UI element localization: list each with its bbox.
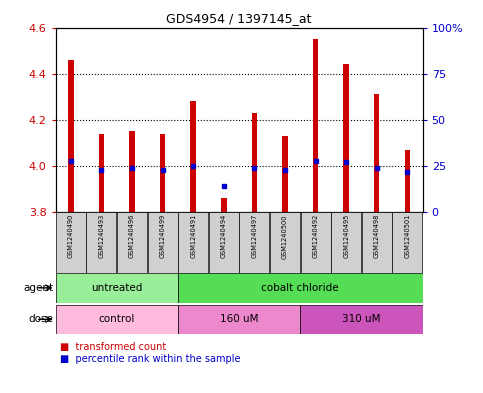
Bar — [190, 101, 196, 212]
Bar — [282, 136, 288, 212]
Text: cobalt chloride: cobalt chloride — [261, 283, 339, 293]
Bar — [252, 113, 257, 212]
Text: agent: agent — [23, 283, 53, 293]
Bar — [68, 60, 73, 212]
Text: GSM1240492: GSM1240492 — [313, 214, 319, 259]
Text: dose: dose — [28, 314, 53, 324]
Bar — [99, 134, 104, 212]
Bar — [129, 131, 135, 212]
Bar — [148, 212, 178, 273]
Text: GSM1240491: GSM1240491 — [190, 214, 196, 258]
Text: 160 uM: 160 uM — [220, 314, 258, 324]
Text: GSM1240490: GSM1240490 — [68, 214, 74, 259]
Text: GSM1240501: GSM1240501 — [404, 214, 411, 259]
Text: control: control — [99, 314, 135, 324]
Bar — [160, 134, 165, 212]
Bar — [313, 39, 318, 212]
Bar — [56, 273, 178, 303]
Bar — [56, 212, 86, 273]
Title: GDS4954 / 1397145_at: GDS4954 / 1397145_at — [166, 12, 312, 25]
Text: untreated: untreated — [91, 283, 142, 293]
Bar — [117, 212, 147, 273]
Bar — [300, 212, 330, 273]
Text: GSM1240500: GSM1240500 — [282, 214, 288, 259]
Bar — [405, 150, 410, 212]
Bar — [86, 212, 116, 273]
Text: GSM1240497: GSM1240497 — [251, 214, 257, 259]
Bar — [56, 305, 178, 334]
Text: ■  percentile rank within the sample: ■ percentile rank within the sample — [60, 354, 241, 364]
Text: GSM1240499: GSM1240499 — [159, 214, 166, 258]
Text: GSM1240498: GSM1240498 — [374, 214, 380, 259]
Text: ■  transformed count: ■ transformed count — [60, 342, 167, 352]
Bar — [374, 94, 380, 212]
Text: GSM1240495: GSM1240495 — [343, 214, 349, 259]
Bar — [178, 212, 208, 273]
Bar — [221, 198, 227, 212]
Bar — [178, 305, 300, 334]
Bar — [343, 64, 349, 212]
Bar — [240, 212, 270, 273]
Bar — [362, 212, 392, 273]
Bar — [331, 212, 361, 273]
Text: 310 uM: 310 uM — [342, 314, 381, 324]
Bar — [270, 212, 300, 273]
Text: GSM1240493: GSM1240493 — [99, 214, 104, 258]
Bar — [209, 212, 239, 273]
Text: GSM1240494: GSM1240494 — [221, 214, 227, 259]
Bar — [392, 212, 422, 273]
Bar — [300, 305, 423, 334]
Bar — [178, 273, 423, 303]
Text: GSM1240496: GSM1240496 — [129, 214, 135, 259]
